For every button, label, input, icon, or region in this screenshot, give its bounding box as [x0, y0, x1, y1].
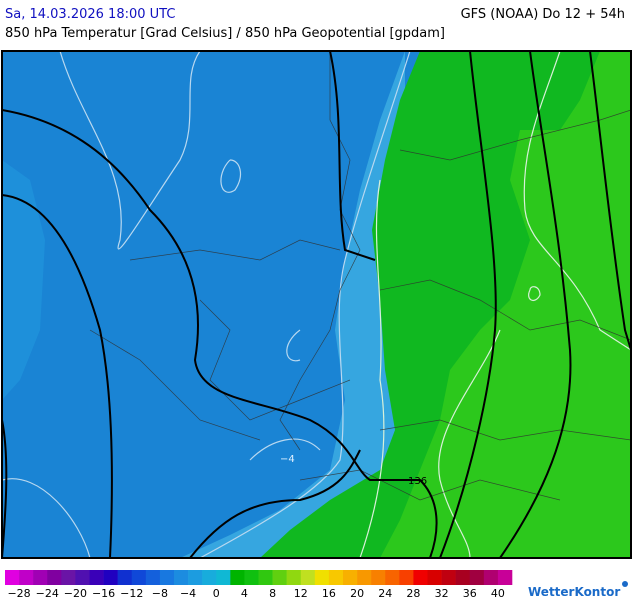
colorbar-label: 28: [406, 587, 420, 600]
color-swatch: [399, 570, 414, 585]
colorbar-label: −16: [92, 587, 115, 600]
colorbar-label: −12: [120, 587, 143, 600]
colorbar-label: 20: [350, 587, 364, 600]
colorbar-label: −20: [64, 587, 87, 600]
color-swatch: [75, 570, 90, 585]
color-swatch: [343, 570, 358, 585]
colorbar-label: 24: [378, 587, 392, 600]
colorbar-label: 8: [269, 587, 276, 600]
colorbar: −28 −24 −20 −16 −12 −8 −4 0 4 8 12 16 20 24 28 32 36 40: [5, 570, 513, 600]
color-swatch: [61, 570, 76, 585]
color-swatch: [441, 570, 456, 585]
color-swatch: [272, 570, 287, 585]
color-swatch: [286, 570, 302, 585]
color-swatch: [19, 570, 34, 585]
model-run: GFS (NOAA) Do 12 + 54h: [460, 7, 625, 22]
colorbar-label: −4: [180, 587, 196, 600]
colorbar-label: 40: [491, 587, 505, 600]
date: Sa, 14.03.2026 18:00 UTC: [5, 7, 176, 22]
color-swatch: [258, 570, 273, 585]
color-swatch: [5, 570, 20, 585]
isotherm-label: −4: [280, 454, 295, 465]
logo: WetterKontor: [528, 585, 620, 599]
color-swatch: [89, 570, 104, 585]
color-swatch: [216, 570, 231, 585]
colorbar-label: 0: [213, 587, 220, 600]
logo-icon: [622, 581, 628, 587]
color-swatch: [328, 570, 344, 585]
color-swatch: [202, 570, 217, 585]
color-swatch: [371, 570, 386, 585]
color-swatch: [47, 570, 62, 585]
colorbar-label: −24: [36, 587, 59, 600]
color-swatch: [469, 570, 485, 585]
borders: [89, 51, 631, 501]
colorbar-label: −8: [152, 587, 168, 600]
geopotential-contours: [2, 51, 631, 558]
colorbar-label: 16: [322, 587, 336, 600]
color-swatch: [159, 570, 175, 585]
color-swatch: [427, 570, 442, 585]
color-swatch: [103, 570, 118, 585]
color-swatch: [174, 570, 189, 585]
color-swatch: [455, 570, 471, 585]
color-swatch: [413, 570, 428, 585]
isotherms: [2, 51, 411, 558]
colorbar-label: 4: [241, 587, 248, 600]
color-swatch: [117, 570, 133, 585]
color-swatch: [483, 570, 499, 585]
color-swatch: [145, 570, 161, 585]
color-swatch: [33, 570, 48, 585]
subtitle: 850 hPa Temperatur [Grad Celsius] / 850 …: [5, 26, 446, 41]
color-swatch: [385, 570, 400, 585]
color-swatch: [188, 570, 203, 585]
color-swatch: [230, 570, 245, 585]
contour-label: 136: [408, 476, 427, 487]
colorbar-label: −28: [7, 587, 30, 600]
color-swatch: [131, 570, 147, 585]
color-swatch: [357, 570, 372, 585]
color-swatch: [497, 570, 513, 585]
colorbar-label: 12: [294, 587, 308, 600]
map-field: −4 136: [2, 51, 631, 558]
color-swatch: [300, 570, 316, 585]
color-swatch: [314, 570, 330, 585]
color-swatch: [244, 570, 259, 585]
colorbar-label: 32: [435, 587, 449, 600]
colorbar-label: 36: [463, 587, 477, 600]
